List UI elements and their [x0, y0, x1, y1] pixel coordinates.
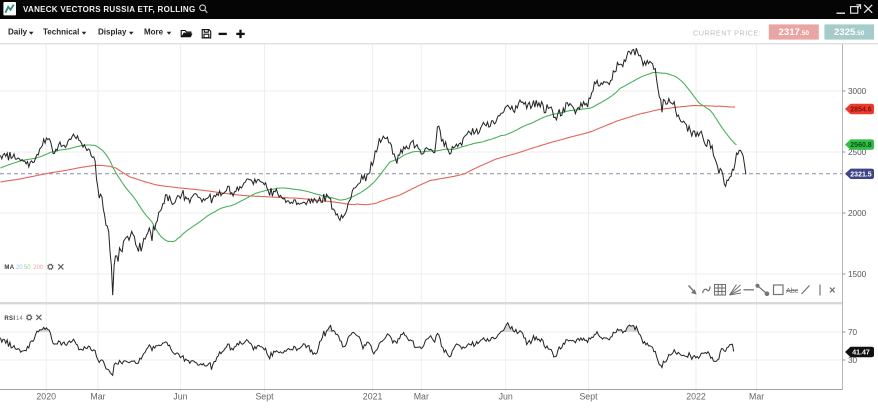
svg-text:Sept: Sept [579, 392, 598, 402]
svg-text:2560.8: 2560.8 [850, 142, 872, 149]
svg-text:14: 14 [16, 316, 23, 322]
svg-text:2321.5: 2321.5 [850, 171, 872, 178]
svg-text:2317.50: 2317.50 [779, 27, 810, 38]
svg-text:Mar: Mar [749, 392, 764, 402]
svg-text:VANECK VECTORS RUSSIA ETF, ROL: VANECK VECTORS RUSSIA ETF, ROLLING [23, 5, 196, 14]
svg-text:Jun: Jun [499, 392, 513, 402]
svg-text:Technical: Technical [43, 28, 79, 37]
svg-text:2022: 2022 [686, 392, 706, 402]
svg-text:2000: 2000 [848, 209, 867, 218]
svg-text:Jun: Jun [173, 392, 187, 402]
svg-text:MA: MA [4, 265, 14, 271]
svg-text:30: 30 [848, 356, 858, 365]
svg-text:2500: 2500 [848, 148, 867, 157]
svg-text:20: 20 [16, 265, 23, 271]
svg-text:RSI: RSI [4, 316, 15, 322]
svg-text:41.47: 41.47 [852, 350, 870, 357]
svg-text:Display: Display [98, 28, 127, 37]
svg-text:2325.50: 2325.50 [834, 27, 865, 38]
svg-text:50: 50 [24, 265, 31, 271]
svg-text:2021: 2021 [363, 392, 383, 402]
svg-text:1500: 1500 [848, 270, 867, 279]
svg-text:Sept: Sept [255, 392, 274, 402]
svg-text:200: 200 [33, 265, 44, 271]
svg-text:Daily: Daily [8, 28, 28, 37]
svg-text:70: 70 [848, 328, 858, 337]
svg-text:3000: 3000 [848, 87, 867, 96]
svg-text:More: More [144, 28, 164, 37]
svg-text:CURRENT PRICE:: CURRENT PRICE: [693, 28, 761, 37]
svg-text:Mar: Mar [90, 392, 105, 402]
svg-text:2020: 2020 [36, 392, 56, 402]
svg-text:2854.6: 2854.6 [850, 107, 872, 114]
svg-text:Mar: Mar [414, 392, 429, 402]
